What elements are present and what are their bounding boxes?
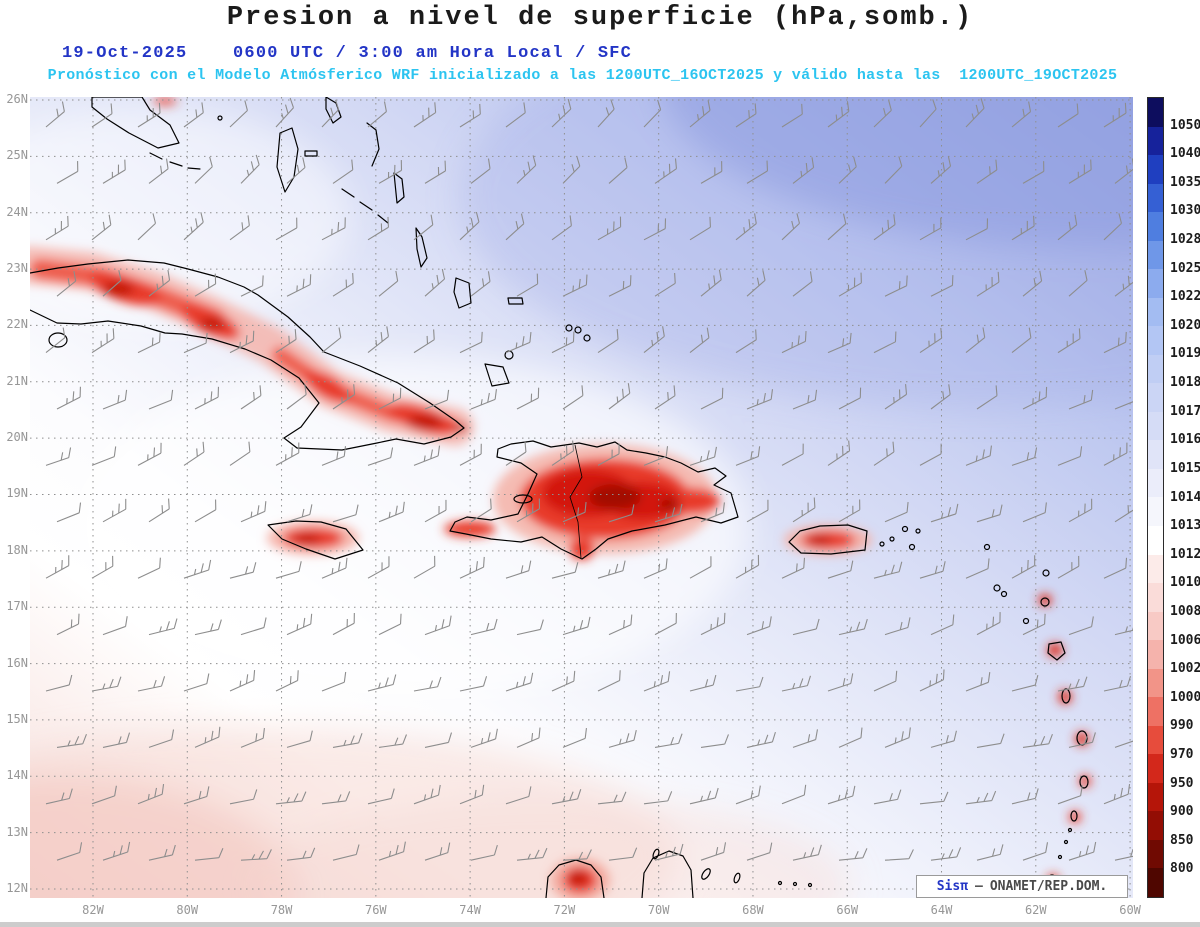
watermark-brand: Sisπ [936,879,969,894]
lat-tick-label: 12N [6,880,28,895]
lon-tick-label: 70W [647,903,670,917]
colorbar-segment [1148,155,1163,184]
colorbar-tick-label: 1014 [1170,489,1200,505]
colorbar-segment [1148,440,1163,469]
lat-tick-label: 16N [6,655,28,670]
colorbar-tick-label: 1017 [1170,403,1200,419]
colorbar [1147,97,1164,898]
model-info-line: Pronóstico con el Modelo Atmósferico WRF… [47,67,1118,84]
lon-tick-label: 80W [176,903,199,917]
lat-tick-label: 17N [6,599,28,614]
colorbar-tick-label: 1035 [1170,174,1200,190]
colorbar-segment [1148,839,1163,869]
colorbar-tick-label: 1010 [1170,575,1200,591]
colorbar-segment [1148,98,1163,127]
colorbar-segment [1148,269,1163,298]
colorbar-segment [1148,212,1163,241]
colorbar-segment [1148,126,1163,156]
colorbar-segment [1148,668,1163,698]
lat-tick-label: 14N [6,768,28,783]
lon-tick-label: 62W [1024,903,1047,917]
lon-tick-label: 72W [553,903,576,917]
colorbar-tick-label: 1020 [1170,317,1200,333]
watermark-badge: Sisπ – ONAMET/REP.DOM. [916,875,1128,898]
colorbar-segment [1148,383,1163,412]
map-canvas [30,97,1133,898]
colorbar-segment [1148,725,1163,755]
lat-tick-label: 19N [6,486,28,501]
colorbar-tick-label: 1008 [1170,603,1200,619]
colorbar-tick-label: 800 [1170,861,1194,877]
colorbar-tick-label: 850 [1170,832,1194,848]
colorbar-segment [1148,297,1163,327]
watermark-separator: – [975,879,983,894]
colorbar-segment [1148,554,1163,584]
lon-tick-label: 74W [459,903,481,917]
lon-tick-label: 78W [270,903,293,917]
lon-tick-label: 68W [742,903,764,917]
lat-tick-label: 22N [6,317,28,332]
colorbar-tick-label: 1018 [1170,375,1200,391]
colorbar-segment [1148,497,1163,526]
colorbar-tick-label: 970 [1170,746,1194,762]
lat-tick-label: 15N [6,711,28,726]
lat-tick-label: 26N [6,92,28,106]
lon-tick-label: 76W [364,903,387,917]
lat-tick-label: 21N [6,373,28,388]
watermark-org: ONAMET/REP.DOM. [989,879,1108,894]
colorbar-segment [1148,697,1163,726]
colorbar-tick-label: 1015 [1170,460,1200,476]
colorbar-tick-label: 1030 [1170,203,1200,219]
colorbar-tick-label: 990 [1170,718,1194,734]
colorbar-segment [1148,640,1163,669]
datetime-line: 19-Oct-2025 0600 UTC / 3:00 am Hora Loca… [62,44,633,63]
lat-tick-label: 18N [6,542,28,557]
colorbar-segment [1148,611,1163,641]
lat-tick-label: 24N [6,204,28,219]
lon-tick-label: 60W [1119,903,1141,917]
colorbar-tick-label: 1019 [1170,346,1200,362]
colorbar-segment [1148,240,1163,270]
colorbar-tick-label: 1016 [1170,432,1200,448]
lat-tick-label: 20N [6,430,28,445]
colorbar-segments [1148,98,1163,897]
window-bottom-strip [0,922,1200,927]
lon-tick-label: 64W [930,903,953,917]
pressure-field-bands [30,97,1133,898]
colorbar-tick-label: 1002 [1170,661,1200,677]
colorbar-segment [1148,354,1163,384]
colorbar-tick-label: 1013 [1170,518,1200,534]
colorbar-segment [1148,468,1163,498]
colorbar-segment [1148,525,1163,555]
lat-tick-label: 13N [6,824,28,839]
lat-tick-label: 25N [6,148,28,163]
colorbar-tick-label: 950 [1170,775,1194,791]
colorbar-tick-label: 1000 [1170,689,1200,705]
colorbar-segment [1148,411,1163,441]
wind-barbs [45,97,1133,861]
colorbar-segment [1148,583,1163,612]
lon-tick-label: 66W [836,903,859,917]
colorbar-tick-label: 1040 [1170,146,1200,162]
colorbar-segment [1148,183,1163,213]
colorbar-tick-label: 1028 [1170,232,1200,248]
colorbar-segment [1148,811,1163,840]
colorbar-tick-label: 900 [1170,804,1194,820]
colorbar-segment [1148,782,1163,812]
lon-tick-label: 82W [82,903,104,917]
colorbar-tick-label: 1050 [1170,117,1200,133]
colorbar-tick-label: 1025 [1170,260,1200,276]
lat-tick-label: 23N [6,261,28,276]
colorbar-tick-label: 1006 [1170,632,1200,648]
colorbar-segment [1148,868,1163,897]
colorbar-tick-label: 1022 [1170,289,1200,305]
page-title: Presion a nivel de superficie (hPa,somb.… [226,3,974,33]
colorbar-segment [1148,754,1163,783]
colorbar-tick-label: 1012 [1170,546,1200,562]
map-svg [30,97,1133,898]
colorbar-segment [1148,326,1163,355]
